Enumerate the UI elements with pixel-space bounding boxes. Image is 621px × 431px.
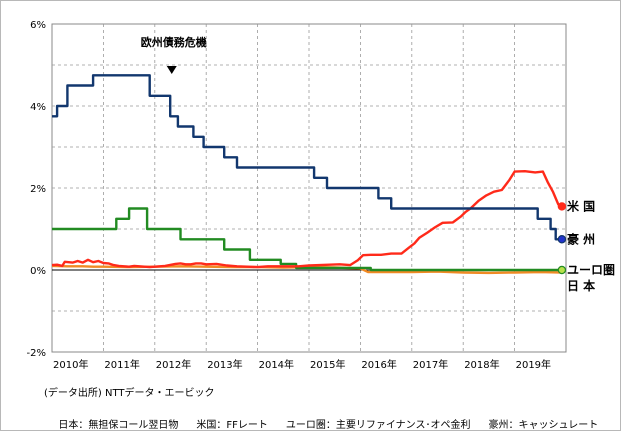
series-end-marker xyxy=(557,202,567,211)
note-japan: 日本：無担保コール翌日物 xyxy=(58,420,179,431)
note-australia: 豪州：キャッシュレート xyxy=(488,420,599,431)
y-tick-label: 6% xyxy=(30,20,46,31)
series-label: ユーロ圏 xyxy=(567,263,615,277)
x-tick-label: 2011年 xyxy=(104,358,139,371)
series-line xyxy=(51,170,563,269)
y-tick-label: -2% xyxy=(27,348,46,359)
series-line xyxy=(52,207,562,272)
x-tick-label: 2015年 xyxy=(310,358,345,371)
tick-labels: -2% 0% 2% 4% 6% 2010年 2011年 2012年 2013年 2014年 2015… xyxy=(27,20,616,371)
x-tick-label: 2012年 xyxy=(156,358,191,371)
x-tick-label: 2016年 xyxy=(361,358,396,371)
y-tick-label: 0% xyxy=(30,266,46,277)
chart-grid xyxy=(51,23,567,353)
series-definitions: 日本：無担保コール翌日物 米国：FFレート ユーロ圏：主要リファイナンス･オペ金利 豪… xyxy=(52,405,598,431)
annotation-marker xyxy=(166,66,177,74)
series-label: 米 国 xyxy=(567,198,595,213)
series-lines xyxy=(51,74,567,275)
x-tick-label: 2018年 xyxy=(464,358,499,371)
x-tick-label: 2017年 xyxy=(413,358,448,371)
x-tick-label: 2014年 xyxy=(259,358,294,371)
annotation: 欧州債務危機 xyxy=(141,35,207,74)
series-line xyxy=(52,74,562,241)
annotation-text: 欧州債務危機 xyxy=(141,35,207,49)
x-tick-label: 2013年 xyxy=(207,358,242,371)
series-label: 豪 州 xyxy=(567,231,595,246)
note-us: 米国：FFレート xyxy=(196,420,268,431)
x-tick-label: 2019年 xyxy=(516,358,551,371)
y-tick-label: 2% xyxy=(30,184,46,195)
x-tick-label: 2010年 xyxy=(53,358,88,371)
series-end-marker xyxy=(557,265,567,275)
series-end-marker xyxy=(557,235,567,244)
note-euro: ユーロ圏：主要リファイナンス･オペ金利 xyxy=(285,420,471,431)
y-tick-label: 4% xyxy=(30,102,46,113)
source-note: (データ出所) NTTデータ・エービック xyxy=(44,388,215,399)
series-label: 日 本 xyxy=(567,278,595,293)
